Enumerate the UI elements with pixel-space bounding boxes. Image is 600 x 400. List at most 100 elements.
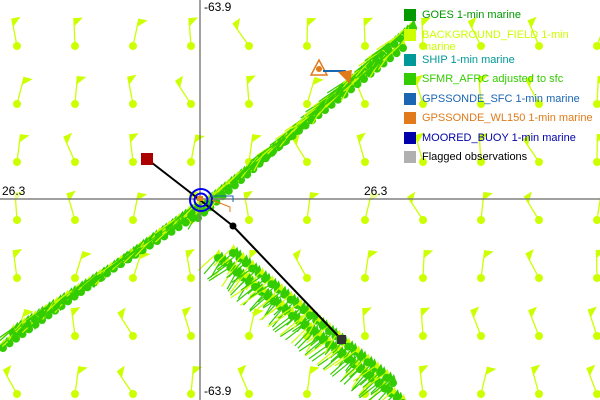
sfmr-barb-staff (381, 392, 392, 400)
legend-swatch (404, 9, 416, 21)
background-barb-dot (477, 332, 485, 340)
legend-item[interactable]: GPSSONDE_WL150 1-min marine (404, 111, 598, 131)
background-barb-flag (175, 75, 184, 88)
sfmr-barb-staff (292, 317, 314, 333)
sfmr-barb-staff (326, 85, 349, 101)
sfmr-barb-staff (71, 276, 94, 292)
legend-item[interactable]: GOES 1-min marine (404, 8, 598, 28)
sfmr-barb-staff (305, 319, 317, 338)
sfmr-barb-staff (240, 275, 263, 291)
legend-swatch (404, 92, 416, 105)
background-barb-dot (419, 158, 427, 166)
background-barb-staff (595, 249, 598, 279)
sfmr-barb-staff (104, 255, 126, 272)
gpssonde-barb-2 (338, 70, 352, 84)
sfmr-barb-staff (362, 371, 381, 389)
sfmr-barb-staff (286, 309, 305, 326)
sfmr-barb-staff (236, 163, 251, 181)
background-barb-dot (71, 158, 79, 166)
sfmr-barb-staff (229, 276, 244, 294)
sfmr-barb-staff (249, 280, 269, 297)
background-barb-dot (187, 42, 195, 50)
background-barb-dot (361, 332, 369, 340)
background-barb-dot (245, 100, 253, 108)
legend-item[interactable]: MOORED_BUOY 1-min marine (404, 131, 598, 151)
legend-item[interactable]: BACKGROUND_FIELD 1-min marine (404, 28, 598, 53)
background-barb-flag (253, 308, 264, 317)
sfmr-barb-staff (368, 387, 385, 400)
background-barb-dot (129, 390, 137, 398)
legend-label: SHIP 1-min marine (422, 53, 515, 66)
sfmr-barb-staff (273, 298, 292, 316)
background-barb-staff (586, 367, 598, 395)
background-barb-dot (593, 158, 600, 166)
background-barb-staff (74, 251, 84, 279)
sfmr-barb-staff (236, 285, 256, 302)
legend-item[interactable]: GPSSONDE_SFC 1-min marine (404, 92, 598, 112)
background-barb-staff (306, 366, 312, 395)
sfmr-barb-staff (290, 114, 313, 130)
sfmr-barb-staff (247, 278, 266, 295)
sfmr-barb-staff (294, 329, 312, 347)
background-barb-flag (19, 134, 30, 143)
axis-label-top: -63.9 (204, 0, 232, 14)
sfmr-barb-staff (154, 218, 176, 234)
gpssonde-sfc-profile (211, 195, 234, 202)
background-barb-flag (597, 134, 600, 143)
gpssonde-wl150-profile (211, 199, 231, 212)
background-barb-flag (182, 306, 192, 318)
sfmr-barb-staff (207, 264, 228, 280)
sfmr-barb-staff (208, 266, 231, 282)
background-barb-dot (535, 42, 543, 50)
legend-item[interactable]: SFMR_AFRC adjusted to sfc (404, 72, 598, 92)
background-barb-dot (361, 42, 369, 50)
legend-swatch (404, 151, 416, 163)
track-start-marker[interactable] (141, 153, 153, 165)
background-barb-dot (535, 216, 543, 224)
background-barb-staff (174, 80, 192, 105)
sfmr-barb-staff (393, 24, 411, 42)
legend-item[interactable]: SHIP 1-min marine (404, 53, 598, 73)
gpssonde-marker (197, 196, 203, 201)
sfmr-barb-staff (240, 290, 262, 306)
background-barb-dot (245, 42, 253, 50)
background-barb-flag (421, 17, 431, 27)
sfmr-dot (81, 283, 89, 291)
legend-swatch (404, 73, 416, 85)
sfmr-barb-staff (296, 314, 311, 333)
sfmr-barb-staff (338, 348, 353, 366)
sfmr-barb-staff (359, 369, 378, 386)
legend-label: SFMR_AFRC adjusted to sfc (422, 73, 564, 85)
sfmr-barb-flag (400, 394, 406, 400)
sfmr-barb-staff (387, 394, 395, 400)
background-barb-staff (421, 17, 424, 47)
background-barb-dot (303, 216, 311, 224)
sfmr-barb-staff (268, 307, 284, 326)
sfmr-barb-staff (279, 319, 299, 336)
sfmr-barb-staff (262, 293, 285, 309)
background-barb-flag (479, 133, 489, 143)
legend-swatch (404, 131, 416, 144)
track-end-marker[interactable] (337, 335, 346, 344)
sfmr-barb-staff (362, 374, 384, 390)
sfmr-barb-staff (287, 306, 301, 325)
background-barb-flag (362, 307, 372, 317)
background-barb-dot (245, 332, 253, 340)
sfmr-dot (167, 227, 176, 236)
background-barb-staff (237, 367, 250, 395)
sfmr-barb-staff (275, 304, 298, 319)
background-barb-flag (414, 74, 424, 86)
background-barb-flag (71, 307, 81, 317)
legend-item[interactable]: Flagged observations (404, 150, 598, 170)
sfmr-barb-staff (314, 332, 333, 350)
background-barb-dot (71, 332, 79, 340)
sfmr-barb-staff (358, 51, 380, 67)
background-barb-dot (129, 42, 137, 50)
background-barb-flag (21, 76, 33, 86)
background-barb-flag (419, 365, 429, 375)
legend-swatch (404, 53, 416, 66)
sfmr-barb-staff (316, 348, 336, 365)
background-barb-dot (129, 332, 137, 340)
background-barb-dot (245, 216, 253, 224)
